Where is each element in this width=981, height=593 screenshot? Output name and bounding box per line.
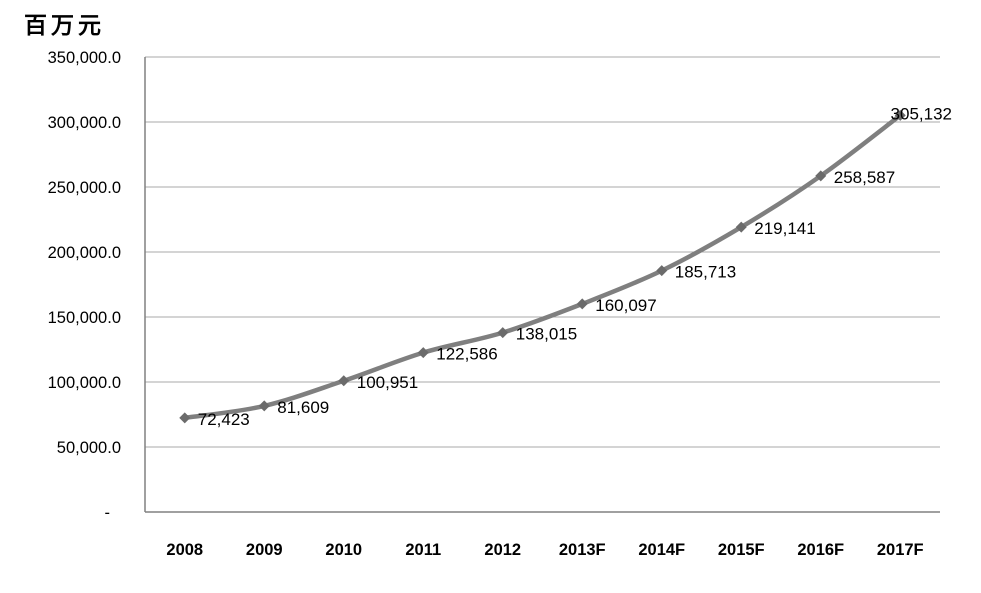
- data-point-marker: [338, 375, 350, 387]
- data-point-marker: [497, 327, 509, 339]
- y-tick-label: 100,000.0: [48, 374, 121, 392]
- data-point-label: 258,587: [834, 168, 895, 187]
- x-tick-label: 2017F: [877, 541, 924, 559]
- data-point-marker: [735, 221, 747, 233]
- data-point-marker: [417, 347, 429, 359]
- data-point-label: 219,141: [754, 219, 815, 238]
- x-tick-label: 2012: [484, 541, 521, 559]
- data-point-label: 138,015: [516, 325, 577, 344]
- series-line: [184, 113, 902, 421]
- data-point-label: 122,586: [436, 345, 497, 364]
- x-tick-label: 2014F: [638, 541, 685, 559]
- y-axis-unit-label: 百万元: [24, 12, 105, 39]
- data-point-marker: [258, 400, 270, 412]
- x-tick-label: 2009: [246, 541, 283, 559]
- data-point-label: 100,951: [357, 373, 418, 392]
- y-tick-label: 250,000.0: [48, 179, 121, 197]
- data-point-label: 72,423: [198, 410, 250, 429]
- y-tick-label: 50,000.0: [57, 439, 121, 457]
- data-point-label: 160,097: [595, 296, 656, 315]
- x-tick-label: 2010: [325, 541, 362, 559]
- data-point-marker: [179, 412, 191, 424]
- x-tick-label: 2008: [166, 541, 203, 559]
- data-point-label: 81,609: [277, 398, 329, 417]
- data-point-marker: [576, 298, 588, 310]
- data-point-marker: [894, 109, 906, 121]
- y-tick-label: 150,000.0: [48, 309, 121, 327]
- x-tick-label: 2011: [405, 541, 441, 559]
- data-point-label: 185,713: [675, 263, 736, 282]
- y-tick-label: 200,000.0: [48, 244, 121, 262]
- y-tick-label: 350,000.0: [48, 49, 121, 67]
- data-point-marker: [815, 170, 827, 182]
- x-tick-label: 2015F: [718, 541, 765, 559]
- data-point-marker: [656, 265, 668, 277]
- x-tick-label: 2016F: [797, 541, 844, 559]
- y-tick-label: -: [105, 504, 111, 522]
- x-tick-label: 2013F: [559, 541, 606, 559]
- data-point-label: 305,132: [891, 104, 952, 123]
- y-tick-label: 300,000.0: [48, 114, 121, 132]
